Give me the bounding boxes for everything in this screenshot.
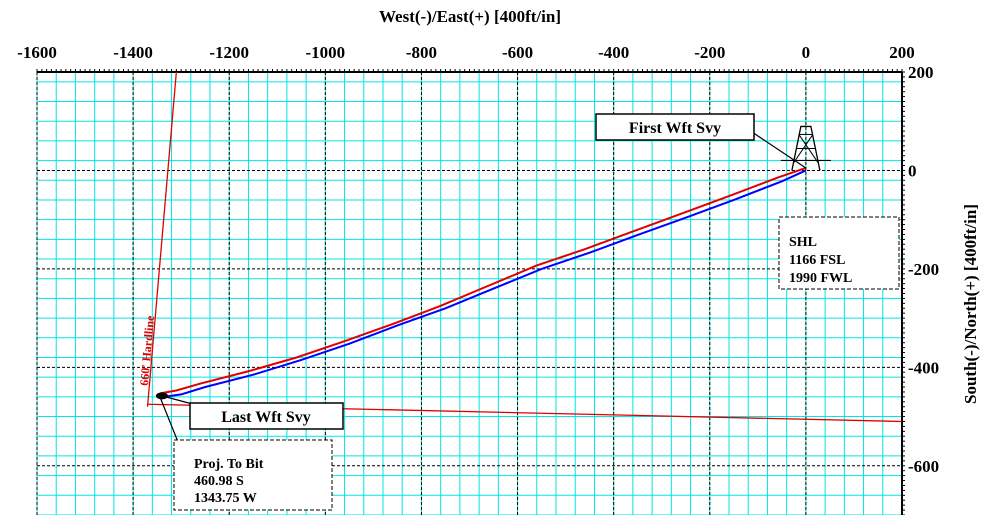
projection-line-3: 1343.75 W [194, 491, 257, 506]
last-survey-label: Last Wft Svy [221, 409, 311, 426]
minor-grid [36, 72, 903, 515]
shl-line-2: 1166 FSL [789, 253, 845, 268]
y-tick-label: -600 [908, 457, 939, 476]
x-tick-label: -1400 [113, 43, 153, 62]
first-survey-box [595, 113, 755, 141]
shl-line-3: 1990 FWL [789, 271, 852, 286]
x-tick-label: -1000 [305, 43, 345, 62]
x-tick-label: -1600 [17, 43, 57, 62]
hardline-vertical [146, 71, 178, 407]
x-tick-label: -1200 [209, 43, 249, 62]
x-tick-label: -200 [694, 43, 725, 62]
x-tick-label: -600 [502, 43, 533, 62]
y-tick-label: -200 [908, 260, 939, 279]
rig-marker-icon [780, 125, 831, 171]
plan-wellpath-line [159, 167, 807, 395]
first-survey-label: First Wft Svy [629, 120, 721, 137]
x-axis-ticks: -1600 -1400 -1200 -1000 -800 -600 -400 -200 0 200 [17, 43, 915, 62]
bit-location-marker [155, 392, 168, 400]
rig-legs [791, 125, 821, 171]
y-tick-label: 0 [908, 161, 917, 180]
shl-line-1: SHL [789, 235, 817, 250]
x-tick-label: 200 [889, 43, 915, 62]
last-survey-box [189, 402, 344, 430]
series-layer [159, 167, 807, 399]
projection-box [173, 439, 333, 511]
x-axis-title: West(-)/East(+) [400ft/in] [379, 7, 561, 26]
projection-line-2: 460.98 S [194, 474, 244, 489]
projection-leader [159, 397, 179, 443]
y-tick-label: -400 [908, 358, 939, 377]
y-axis-ticks: 200 0 -200 -400 -600 [908, 63, 939, 476]
shl-box [778, 216, 900, 290]
y-axis-title: South(-)/North(+) [400ft/in] [961, 204, 980, 404]
actual-wellpath-line [160, 169, 807, 399]
plot-frame [36, 69, 905, 515]
y-tick-label: 200 [908, 63, 934, 82]
first-survey-leader [751, 131, 807, 169]
x-tick-label: -400 [598, 43, 629, 62]
x-tick-label: 0 [802, 43, 811, 62]
projection-line-1: Proj. To Bit [194, 457, 264, 472]
x-tick-label: -800 [406, 43, 437, 62]
hardline-label: 660' Hardline [137, 314, 157, 386]
